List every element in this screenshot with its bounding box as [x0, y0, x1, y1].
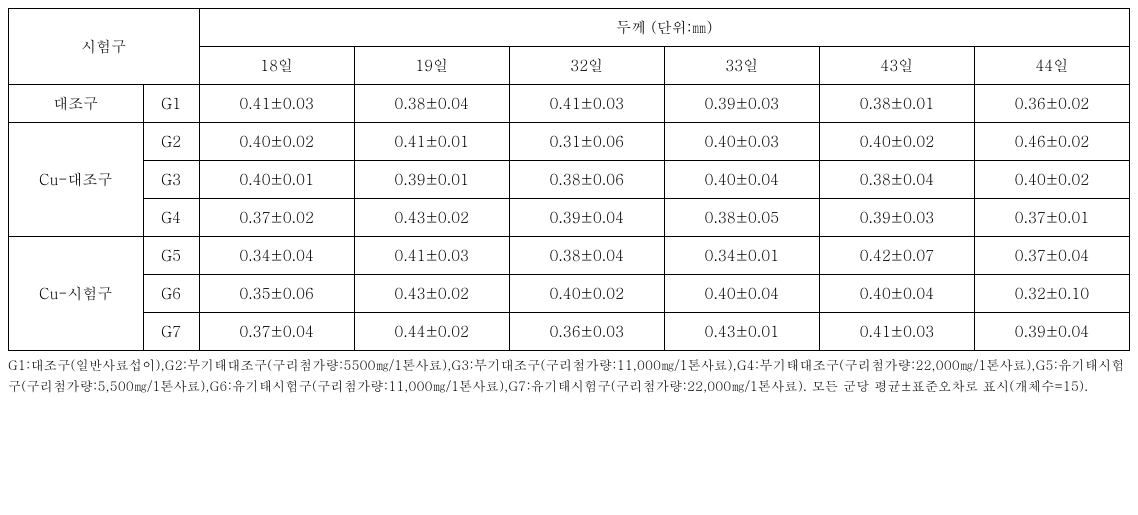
data-cell: 0.38±0.05: [664, 199, 819, 237]
data-cell: 0.43±0.02: [354, 275, 509, 313]
data-cell: 0.39±0.04: [974, 313, 1129, 351]
data-cell: 0.35±0.06: [199, 275, 354, 313]
data-cell: 0.38±0.01: [819, 85, 974, 123]
data-cell: 0.34±0.01: [664, 237, 819, 275]
header-day: 44일: [974, 47, 1129, 85]
row-code: G1: [143, 85, 199, 123]
data-cell: 0.43±0.01: [664, 313, 819, 351]
data-cell: 0.38±0.04: [354, 85, 509, 123]
data-cell: 0.40±0.04: [819, 275, 974, 313]
row-code: G2: [143, 123, 199, 161]
data-cell: 0.31±0.06: [509, 123, 664, 161]
data-cell: 0.40±0.02: [199, 123, 354, 161]
row-code: G4: [143, 199, 199, 237]
data-cell: 0.40±0.02: [819, 123, 974, 161]
data-cell: 0.41±0.01: [354, 123, 509, 161]
header-test-group: 시험구: [9, 9, 200, 85]
data-cell: 0.41±0.03: [819, 313, 974, 351]
data-cell: 0.39±0.03: [664, 85, 819, 123]
data-cell: 0.40±0.04: [664, 275, 819, 313]
data-cell: 0.37±0.01: [974, 199, 1129, 237]
row-code: G5: [143, 237, 199, 275]
header-day: 33일: [664, 47, 819, 85]
data-cell: 0.34±0.04: [199, 237, 354, 275]
header-day: 43일: [819, 47, 974, 85]
data-cell: 0.40±0.02: [974, 161, 1129, 199]
data-cell: 0.32±0.10: [974, 275, 1129, 313]
header-thickness: 두께 (단위:㎜): [199, 9, 1129, 47]
data-cell: 0.37±0.04: [974, 237, 1129, 275]
data-cell: 0.39±0.03: [819, 199, 974, 237]
data-cell: 0.39±0.04: [509, 199, 664, 237]
data-cell: 0.40±0.03: [664, 123, 819, 161]
data-cell: 0.38±0.06: [509, 161, 664, 199]
row-code: G6: [143, 275, 199, 313]
header-day: 19일: [354, 47, 509, 85]
data-cell: 0.36±0.02: [974, 85, 1129, 123]
data-cell: 0.41±0.03: [509, 85, 664, 123]
data-cell: 0.40±0.02: [509, 275, 664, 313]
header-day: 32일: [509, 47, 664, 85]
row-code: G7: [143, 313, 199, 351]
data-cell: 0.43±0.02: [354, 199, 509, 237]
group-label: Cu-대조구: [9, 123, 144, 237]
data-cell: 0.42±0.07: [819, 237, 974, 275]
data-cell: 0.38±0.04: [509, 237, 664, 275]
data-cell: 0.44±0.02: [354, 313, 509, 351]
data-cell: 0.37±0.02: [199, 199, 354, 237]
group-label: 대조구: [9, 85, 144, 123]
data-cell: 0.36±0.03: [509, 313, 664, 351]
data-cell: 0.41±0.03: [199, 85, 354, 123]
data-table: 시험구두께 (단위:㎜)18일19일32일33일43일44일대조구G10.41±…: [8, 8, 1130, 351]
data-cell: 0.37±0.04: [199, 313, 354, 351]
data-cell: 0.38±0.04: [819, 161, 974, 199]
data-cell: 0.46±0.02: [974, 123, 1129, 161]
data-cell: 0.41±0.03: [354, 237, 509, 275]
table-footnote: G1:대조구(일반사료섭이),G2:무기태대조구(구리첨가량:5500㎎/1톤사…: [8, 355, 1130, 397]
row-code: G3: [143, 161, 199, 199]
header-day: 18일: [199, 47, 354, 85]
data-cell: 0.40±0.01: [199, 161, 354, 199]
group-label: Cu-시험구: [9, 237, 144, 351]
data-cell: 0.39±0.01: [354, 161, 509, 199]
data-cell: 0.40±0.04: [664, 161, 819, 199]
